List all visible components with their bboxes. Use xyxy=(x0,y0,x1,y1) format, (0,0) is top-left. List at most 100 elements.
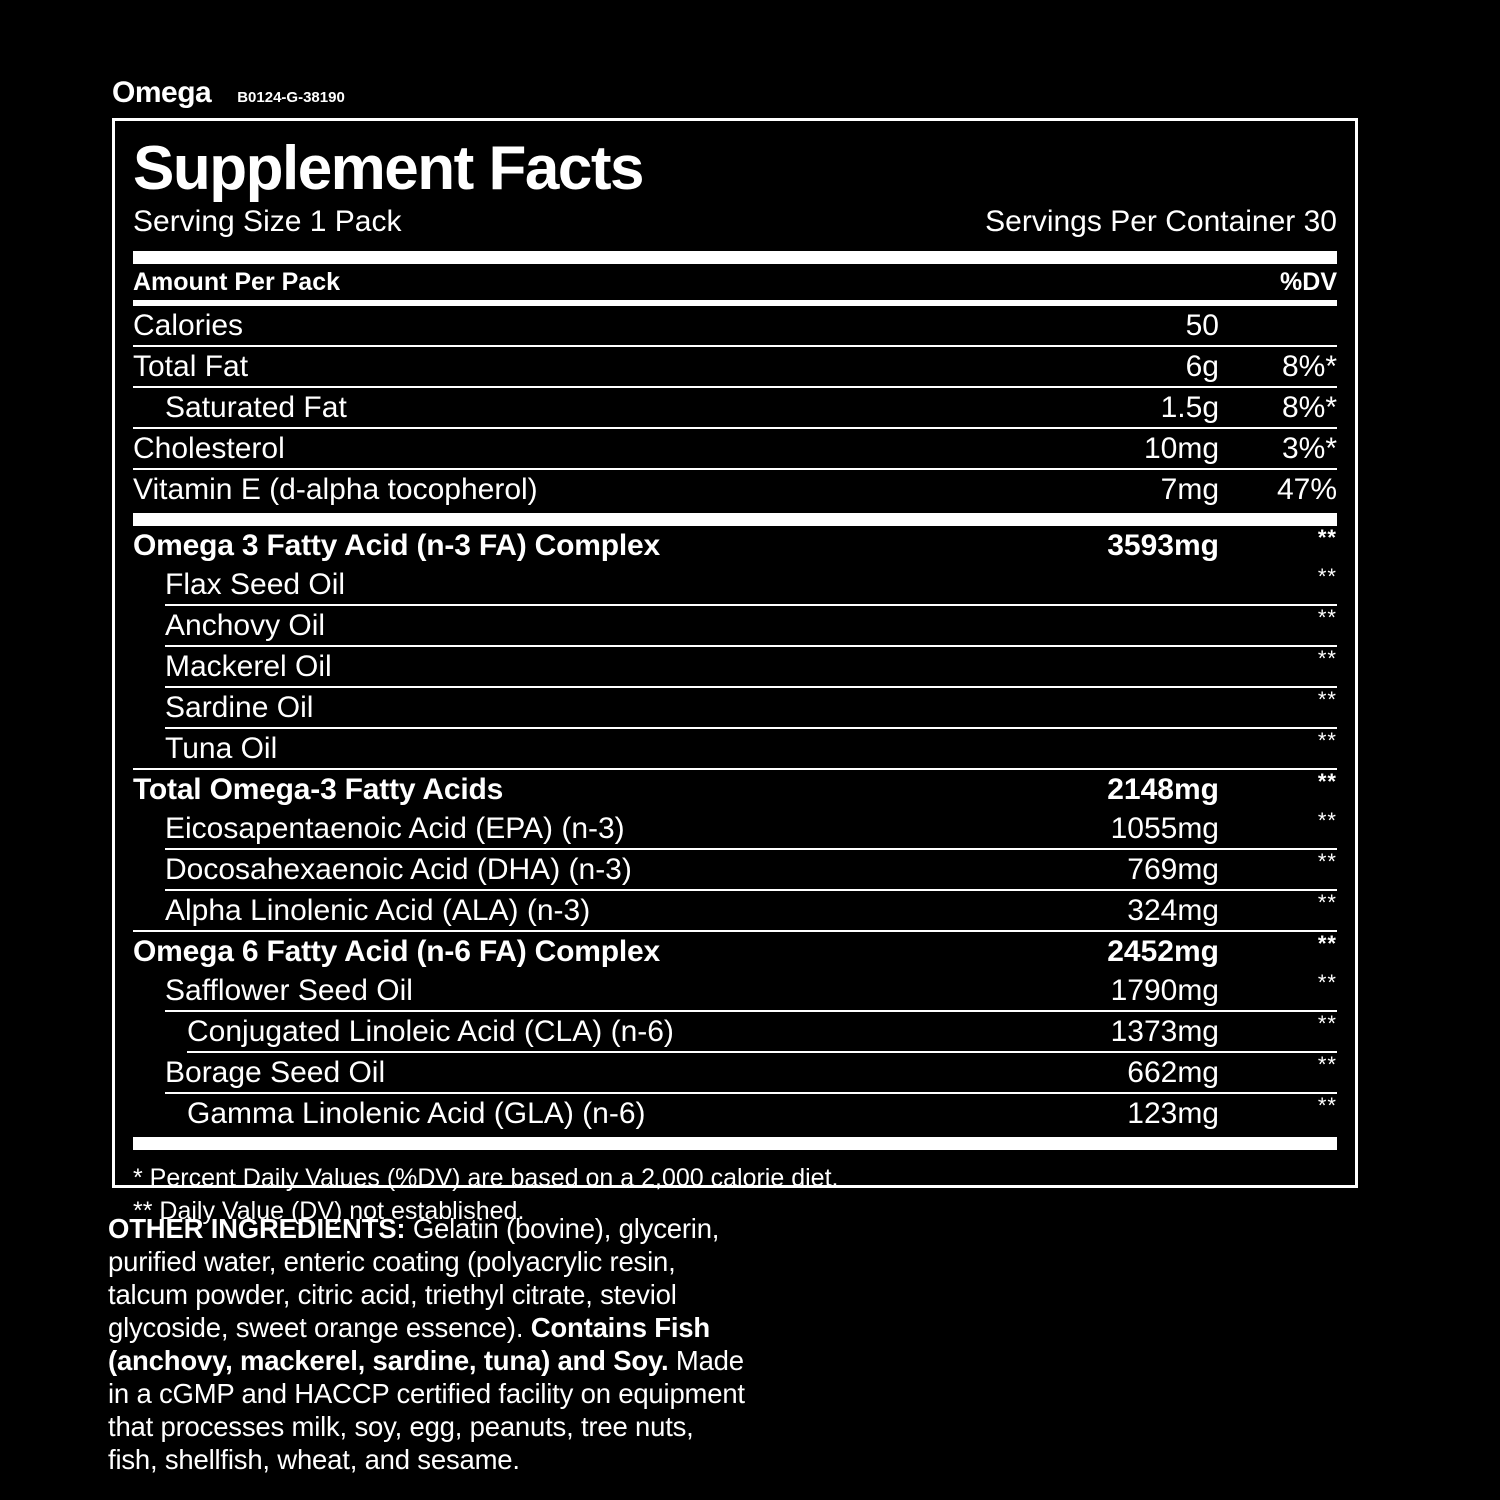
table-row-ala: Alpha Linolenic Acid (ALA) (n-3) 324mg *… xyxy=(133,891,1337,930)
row-dv: ** xyxy=(1317,930,1337,956)
row-dv: ** xyxy=(1317,969,1337,995)
row-divider xyxy=(165,1009,1337,1012)
rule-thick-top xyxy=(133,250,1337,264)
row-dv: ** xyxy=(1317,727,1337,753)
table-row-safflower-seed-oil: Safflower Seed Oil 1790mg ** xyxy=(133,971,1337,1010)
other-ingredients-label: OTHER INGREDIENTS: xyxy=(108,1213,406,1244)
row-dv: ** xyxy=(1317,645,1337,671)
lot-code: B0124-G-38190 xyxy=(237,89,345,106)
row-name: Mackerel Oil xyxy=(165,649,332,683)
other-ingredients-block: OTHER INGREDIENTS: Gelatin (bovine), gly… xyxy=(108,1212,748,1476)
rule-below-header xyxy=(133,299,1337,306)
table-row-epa: Eicosapentaenoic Acid (EPA) (n-3) 1055mg… xyxy=(133,809,1337,848)
serving-info-row: Serving Size 1 Pack Servings Per Contain… xyxy=(133,203,1337,247)
row-dv: ** xyxy=(1317,604,1337,630)
table-row-saturated-fat: Saturated Fat 1.5g 8%* xyxy=(133,388,1337,427)
footnote-percent-dv: * Percent Daily Values (%DV) are based o… xyxy=(133,1163,839,1192)
row-divider xyxy=(165,847,1337,850)
row-name: Cholesterol xyxy=(133,431,285,465)
row-amount: 3593mg xyxy=(1107,528,1219,562)
row-amount: 769mg xyxy=(1127,852,1219,886)
serving-size: Serving Size 1 Pack xyxy=(133,205,402,239)
row-amount: 324mg xyxy=(1127,893,1219,927)
panel-title: Supplement Facts xyxy=(133,134,645,203)
table-row-total-omega3: Total Omega-3 Fatty Acids 2148mg ** xyxy=(133,770,1337,809)
rule-thick-middle xyxy=(133,512,1337,526)
row-name: Gamma Linolenic Acid (GLA) (n-6) xyxy=(187,1096,646,1130)
row-dv: ** xyxy=(1317,848,1337,874)
row-name: Eicosapentaenoic Acid (EPA) (n-3) xyxy=(165,811,625,845)
row-divider xyxy=(165,888,1337,891)
row-divider xyxy=(133,929,1337,932)
row-amount: 10mg xyxy=(1143,431,1219,465)
row-dv: 8%* xyxy=(1281,349,1337,383)
row-divider xyxy=(133,467,1337,470)
brand-line: Omega B0124-G-38190 xyxy=(112,78,345,108)
row-name: Tuna Oil xyxy=(165,731,278,765)
other-ingredients-text-2: Made in a cGMP and HACCP certified facil… xyxy=(108,1345,745,1475)
row-dv: ** xyxy=(1317,768,1337,794)
row-name: Docosahexaenoic Acid (DHA) (n-3) xyxy=(165,852,632,886)
table-row-calories: Calories 50 xyxy=(133,306,1337,345)
row-name: Total Omega-3 Fatty Acids xyxy=(133,772,504,806)
row-name: Conjugated Linoleic Acid (CLA) (n-6) xyxy=(187,1014,674,1048)
row-divider xyxy=(133,426,1337,429)
row-dv: ** xyxy=(1317,524,1337,550)
row-amount: 2148mg xyxy=(1107,772,1219,806)
row-name: Alpha Linolenic Acid (ALA) (n-3) xyxy=(165,893,591,927)
row-name: Vitamin E (d-alpha tocopherol) xyxy=(133,472,538,506)
servings-per-container: Servings Per Container 30 xyxy=(985,205,1337,239)
row-dv: ** xyxy=(1317,889,1337,915)
brand-name: Omega xyxy=(112,76,212,109)
allergen-statement: Contains Fish (anchovy, mackerel, sardin… xyxy=(108,1312,710,1376)
row-name: Omega 6 Fatty Acid (n-6 FA) Complex xyxy=(133,934,660,968)
row-divider xyxy=(165,726,1337,729)
row-amount: 2452mg xyxy=(1107,934,1219,968)
row-dv: ** xyxy=(1317,807,1337,833)
row-name: Saturated Fat xyxy=(165,390,347,424)
table-row-gla: Gamma Linolenic Acid (GLA) (n-6) 123mg *… xyxy=(133,1094,1337,1133)
row-dv: ** xyxy=(1317,563,1337,589)
table-row-omega3-complex: Omega 3 Fatty Acid (n-3 FA) Complex 3593… xyxy=(133,526,1337,565)
table-row-anchovy-oil: Anchovy Oil ** xyxy=(133,606,1337,645)
row-dv: ** xyxy=(1317,1010,1337,1036)
row-name: Safflower Seed Oil xyxy=(165,973,413,1007)
other-ingredients-text-1: Gelatin (bovine), glycerin, purified wat… xyxy=(108,1213,720,1343)
row-amount: 6g xyxy=(1185,349,1219,383)
row-amount: 1.5g xyxy=(1160,390,1219,424)
row-name: Flax Seed Oil xyxy=(165,567,346,601)
footnotes: * Percent Daily Values (%DV) are based o… xyxy=(133,1150,1337,1228)
row-amount: 662mg xyxy=(1127,1055,1219,1089)
table-row-borage-seed-oil: Borage Seed Oil 662mg ** xyxy=(133,1053,1337,1092)
row-name: Omega 3 Fatty Acid (n-3 FA) Complex xyxy=(133,528,660,562)
row-amount: 1373mg xyxy=(1110,1014,1219,1048)
row-amount: 50 xyxy=(1185,308,1219,342)
row-divider xyxy=(133,767,1337,770)
amount-header-label: Amount Per Pack xyxy=(133,267,341,296)
row-divider xyxy=(165,644,1337,647)
table-row-total-fat: Total Fat 6g 8%* xyxy=(133,347,1337,386)
row-dv: 8%* xyxy=(1281,390,1337,424)
table-row-sardine-oil: Sardine Oil ** xyxy=(133,688,1337,727)
row-divider xyxy=(165,603,1337,606)
row-name: Anchovy Oil xyxy=(165,608,326,642)
row-dv: 47% xyxy=(1276,472,1337,506)
row-dv: ** xyxy=(1317,1092,1337,1118)
row-amount: 7mg xyxy=(1160,472,1219,506)
row-amount: 123mg xyxy=(1127,1096,1219,1130)
rule-thick-bottom xyxy=(133,1136,1337,1150)
dv-header-label: %DV xyxy=(1280,267,1337,296)
row-name: Sardine Oil xyxy=(165,690,314,724)
row-name: Borage Seed Oil xyxy=(165,1055,386,1089)
table-row-dha: Docosahexaenoic Acid (DHA) (n-3) 769mg *… xyxy=(133,850,1337,889)
table-row-vitamin-e: Vitamin E (d-alpha tocopherol) 7mg 47% xyxy=(133,470,1337,509)
footnote-dv-not-established: ** Daily Value (DV) not established. xyxy=(133,1196,525,1225)
row-divider xyxy=(133,344,1337,347)
supplement-facts-panel: Supplement Facts Serving Size 1 Pack Ser… xyxy=(112,118,1358,1225)
row-divider xyxy=(165,685,1337,688)
row-amount: 1790mg xyxy=(1110,973,1219,1007)
row-dv: ** xyxy=(1317,1051,1337,1077)
row-amount: 1055mg xyxy=(1110,811,1219,845)
row-name: Total Fat xyxy=(133,349,249,383)
